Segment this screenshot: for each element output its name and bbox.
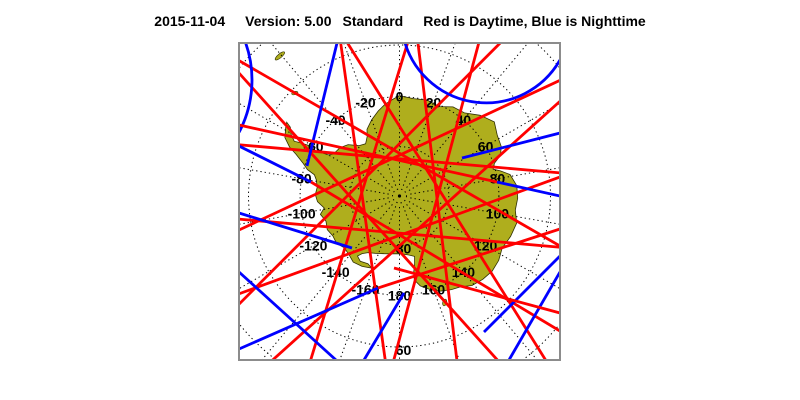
island-south-georgia (274, 51, 285, 61)
meridian-line (339, 206, 397, 360)
track-daytime (377, 227, 560, 290)
track-nighttime (461, 131, 560, 160)
title-legend-note: Red is Daytime, Blue is Nighttime (423, 13, 646, 29)
meridian-line (343, 43, 397, 186)
track-daytime (416, 43, 459, 360)
longitude-label: -20 (355, 95, 375, 111)
latitude-circle (248, 44, 551, 348)
meridian-line (261, 204, 393, 360)
track-nighttime (305, 43, 339, 167)
meridian-line (239, 197, 389, 225)
track-nighttime (239, 144, 312, 184)
track-daytime (239, 123, 498, 184)
longitude-label: 180 (388, 287, 412, 303)
meridian-line (408, 102, 560, 191)
pole-circle (392, 188, 407, 204)
title-mode: Standard (342, 13, 404, 29)
track-daytime (339, 43, 387, 360)
longitude-label: -140 (322, 264, 350, 280)
latitude-label: 60 (396, 342, 412, 358)
meridian-line (239, 167, 389, 195)
track-daytime (310, 180, 560, 333)
longitude-label: 100 (486, 205, 510, 221)
track-daytime (309, 43, 410, 360)
longitude-label: -40 (325, 112, 345, 128)
track-daytime (392, 43, 481, 360)
track-nighttime (496, 180, 560, 198)
track-nighttime (239, 270, 337, 360)
track-daytime (393, 266, 560, 315)
track-nighttime (239, 286, 379, 351)
track-daytime (239, 175, 560, 296)
meridian-line (410, 167, 560, 195)
track-nighttime (239, 43, 254, 134)
meridian-line (410, 197, 560, 225)
longitude-label: -120 (299, 238, 327, 254)
track-daytime (345, 43, 548, 360)
track-daytime (239, 143, 560, 175)
meridian-line (408, 201, 560, 290)
track-nighttime (362, 292, 406, 360)
meridian-line (402, 206, 460, 360)
longitude-label: -100 (288, 205, 316, 221)
pole-dot (397, 194, 402, 198)
plot-title: 2015-11-04 Version: 5.00 Standard Red is… (0, 13, 800, 29)
latitude-circle (299, 96, 500, 296)
map-frame (238, 42, 561, 361)
meridian-line (239, 201, 391, 290)
longitude-label: -160 (351, 281, 379, 297)
meridian-line (402, 43, 456, 186)
track-nighttime (507, 271, 560, 360)
track-nighttime (483, 255, 560, 333)
track-nighttime (403, 43, 560, 105)
track-nighttime (239, 211, 353, 250)
title-version: Version: 5.00 (245, 13, 332, 29)
track-daytime (239, 70, 500, 360)
meridian-line (270, 43, 393, 188)
title-date: 2015-11-04 (154, 13, 226, 29)
longitude-label: 0 (396, 89, 404, 105)
